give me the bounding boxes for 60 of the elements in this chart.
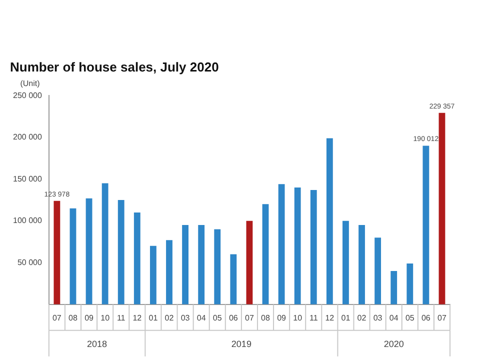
x-tick-label: 12: [132, 313, 142, 322]
text: 2018: [87, 338, 108, 349]
bar: [294, 187, 301, 304]
bar: [326, 138, 333, 304]
bar: [230, 254, 237, 304]
x-tick-label: 01: [341, 313, 351, 322]
x-tick-label: 09: [84, 313, 94, 322]
bar: [214, 229, 221, 304]
x-tick-label: 12: [325, 313, 335, 322]
x-tick-label: 06: [421, 313, 431, 322]
x-tick-label: 04: [196, 313, 206, 322]
x-tick-label: 11: [116, 313, 126, 322]
x-tick-label: 06: [228, 313, 238, 322]
bar: [422, 146, 430, 304]
y-tick-label: 100 000: [12, 216, 42, 226]
bar: [54, 200, 60, 304]
y-tick-label: 250 000: [12, 90, 42, 100]
bar: [374, 238, 382, 304]
x-tick-label: 05: [212, 313, 222, 322]
bar: [278, 184, 285, 304]
bar: [86, 198, 92, 304]
x-tick-label: 08: [261, 313, 270, 322]
bar: [182, 225, 188, 304]
x-tick-label: 05: [405, 313, 415, 322]
x-tick-label: 03: [373, 313, 383, 322]
x-tick-label: 02: [357, 313, 367, 322]
bar: [310, 190, 317, 304]
x-tick-label: 07: [245, 313, 254, 322]
bar: [102, 183, 108, 304]
x-tick-label: 10: [100, 313, 110, 322]
x-tick-label: 01: [148, 313, 158, 322]
bar: [438, 112, 446, 304]
y-tick-label: 200 000: [12, 132, 42, 142]
bar: [342, 220, 349, 304]
bar: [134, 212, 140, 304]
text: 2020: [384, 338, 404, 349]
bar: [198, 225, 205, 304]
x-tick-label: 11: [309, 313, 318, 322]
chart-title: Number of house sales, July 2020: [10, 59, 219, 74]
x-tick-label: 03: [180, 313, 190, 322]
bar: [262, 204, 269, 304]
x-tick-label: 08: [68, 313, 78, 322]
x-tick-label: 09: [277, 313, 287, 322]
bar: [406, 263, 414, 304]
x-tick-label: 07: [438, 313, 447, 322]
bar: [390, 270, 398, 304]
bar: [358, 225, 365, 304]
bar: [246, 220, 253, 304]
x-tick-label: 02: [164, 313, 174, 322]
bar: [118, 200, 124, 304]
bar: [166, 240, 172, 304]
text: 2019: [231, 338, 252, 349]
bar: [70, 208, 76, 304]
y-tick-label: 150 000: [12, 174, 42, 184]
bar: [150, 246, 156, 304]
y-tick-label: 50 000: [17, 258, 42, 267]
x-tick-label: 10: [293, 313, 303, 322]
y-axis-title: (Unit): [20, 78, 40, 88]
x-tick-label: 07: [52, 313, 62, 322]
x-tick-label: 04: [389, 313, 399, 322]
